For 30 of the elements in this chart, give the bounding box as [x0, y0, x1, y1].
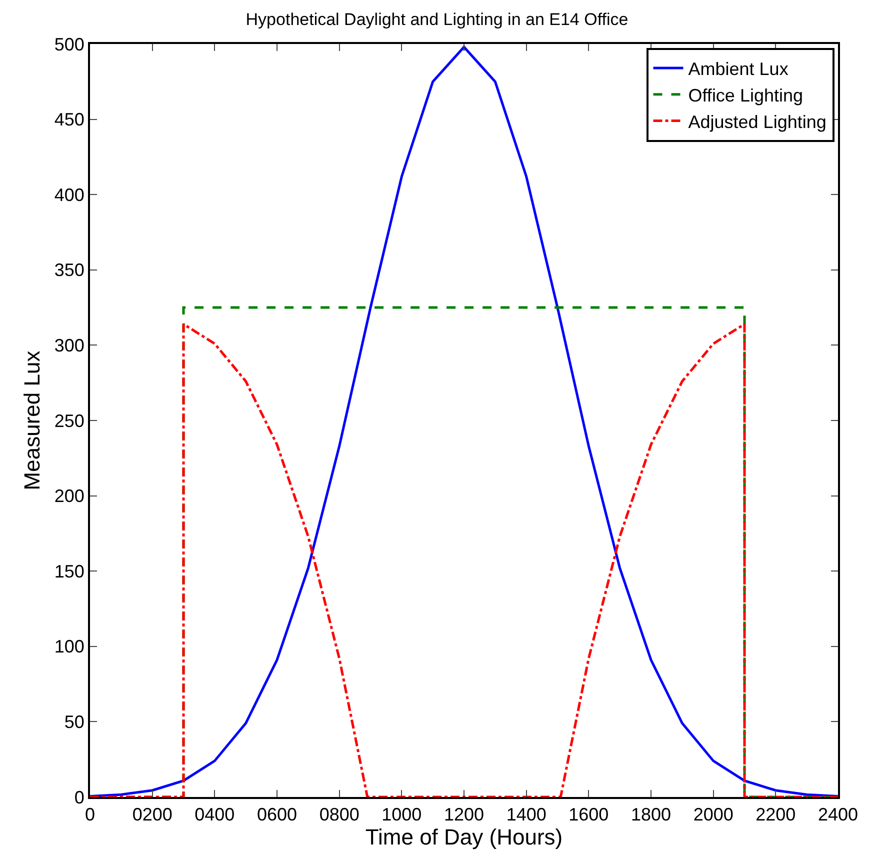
y-axis-title: Measured Lux [20, 350, 45, 490]
legend-label: Office Lighting [688, 85, 804, 106]
y-tick-label: 50 [64, 712, 84, 732]
x-tick-label: 1000 [382, 804, 422, 825]
x-tick-label: 0800 [319, 804, 360, 825]
x-axis-title: Time of Day (Hours) [365, 824, 563, 850]
y-tick-label: 350 [54, 260, 84, 280]
line-series [90, 46, 838, 797]
x-tick-label: 1600 [568, 804, 609, 825]
x-tick-label: 0200 [132, 804, 172, 825]
y-tick-label: 0 [74, 787, 84, 808]
x-tick-label: 0400 [194, 804, 235, 825]
y-tick-label: 100 [54, 636, 84, 657]
x-tick-label: 1400 [506, 804, 546, 825]
legend-label: Adjusted Lighting [688, 112, 826, 132]
y-tick-label: 500 [54, 34, 84, 54]
x-tick-label: 2200 [756, 804, 796, 825]
x-tick-label: 0600 [256, 804, 298, 825]
y-tick-label: 250 [54, 410, 84, 431]
y-tick-label: 150 [54, 561, 84, 582]
x-tick-label: 1200 [444, 804, 484, 825]
chart-title: Hypothetical Daylight and Lighting in an E14 Office [246, 10, 628, 29]
x-tick-label: 2000 [693, 804, 734, 825]
x-tick-label: 2400 [818, 804, 858, 825]
y-tick-label: 400 [54, 184, 84, 205]
y-tick-label: 200 [54, 486, 84, 506]
x-tick-label: 1800 [630, 804, 672, 825]
legend-label: Ambient Lux [688, 58, 788, 79]
y-tick-label: 300 [54, 336, 84, 356]
y-tick-label: 450 [54, 110, 84, 130]
